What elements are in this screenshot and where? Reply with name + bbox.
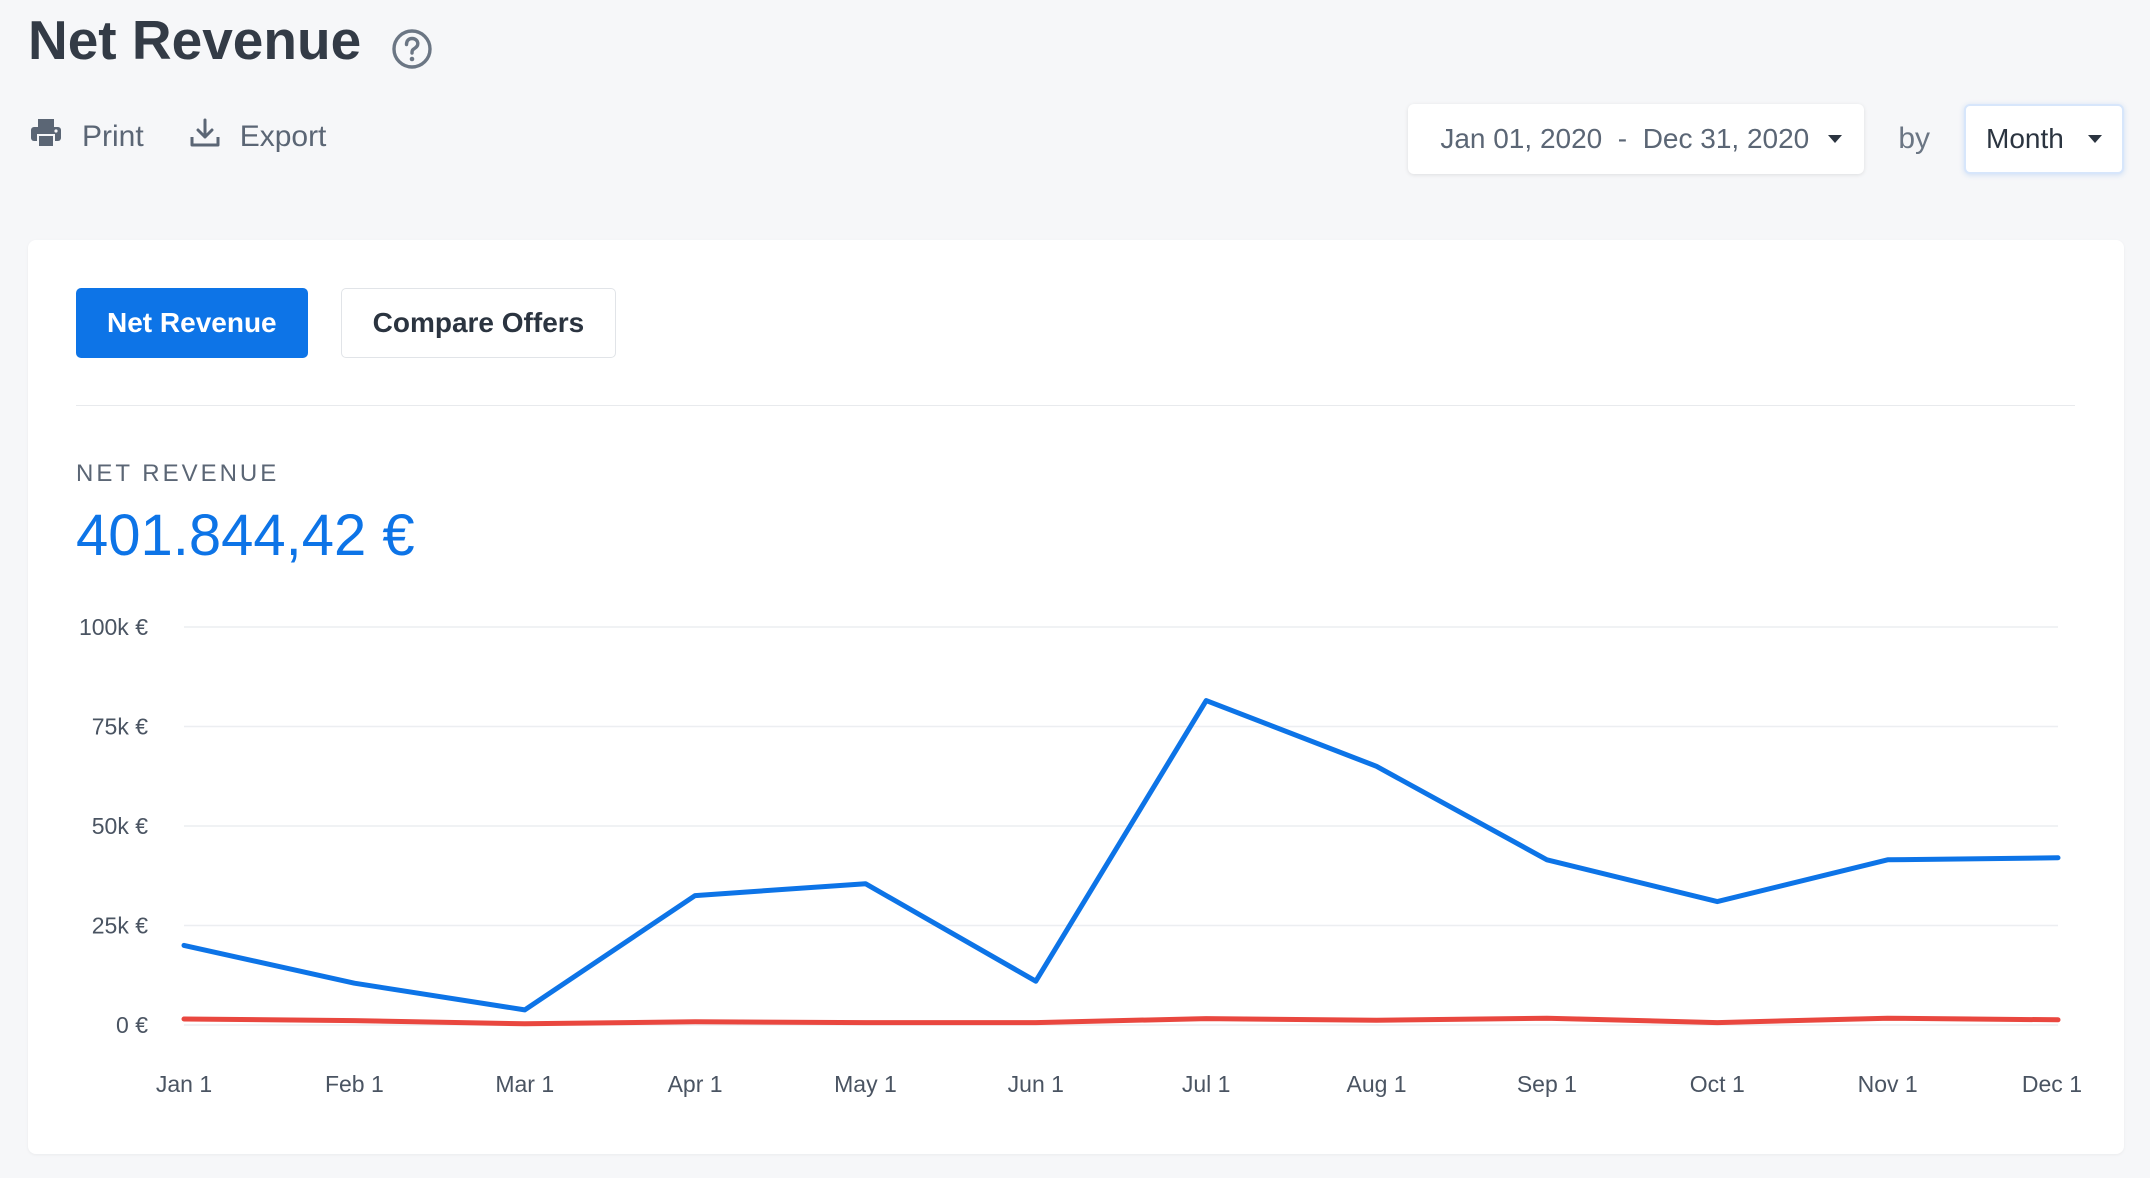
series-line-red bbox=[181, 1015, 2061, 1027]
export-label: Export bbox=[239, 120, 327, 153]
y-tick-label: 25k € bbox=[92, 913, 148, 939]
question-circle-icon[interactable] bbox=[391, 19, 433, 69]
metric-label: NET REVENUE bbox=[76, 460, 280, 487]
x-tick-label: Jul 1 bbox=[1182, 1071, 1231, 1097]
x-tick-label: Jan 1 bbox=[156, 1071, 212, 1097]
export-button[interactable]: Export bbox=[190, 118, 327, 156]
tab-bar: Net Revenue Compare Offers bbox=[76, 288, 617, 358]
y-tick-label: 50k € bbox=[92, 813, 148, 839]
toolbar-actions: Print Export bbox=[30, 118, 372, 156]
date-range-text: Jan 01, 2020 - Dec 31, 2020 bbox=[1440, 123, 1809, 155]
printer-icon bbox=[30, 118, 82, 156]
x-tick-label: Jun 1 bbox=[1008, 1071, 1064, 1097]
period-dropdown[interactable]: Month bbox=[1964, 104, 2124, 174]
x-tick-label: Aug 1 bbox=[1346, 1071, 1406, 1097]
print-label: Print bbox=[82, 120, 144, 153]
y-tick-label: 0 € bbox=[116, 1012, 148, 1038]
download-icon bbox=[190, 118, 240, 156]
x-tick-label: Nov 1 bbox=[1858, 1071, 1918, 1097]
page-title: Net Revenue bbox=[28, 8, 433, 72]
tab-net-revenue[interactable]: Net Revenue bbox=[76, 288, 308, 358]
x-tick-label: Apr 1 bbox=[668, 1071, 723, 1097]
revenue-card: Net Revenue Compare Offers NET REVENUE 4… bbox=[28, 240, 2124, 1154]
x-tick-label: Sep 1 bbox=[1517, 1071, 1577, 1097]
by-label: by bbox=[1898, 122, 1930, 155]
date-range-dropdown[interactable]: Jan 01, 2020 - Dec 31, 2020 bbox=[1408, 104, 1865, 174]
date-range-end: Dec 31, 2020 bbox=[1642, 123, 1810, 154]
y-tick-label: 100k € bbox=[79, 614, 148, 640]
series-line-blue bbox=[181, 698, 2061, 1013]
date-range-separator: - bbox=[1617, 123, 1628, 154]
date-range-start: Jan 01, 2020 bbox=[1440, 123, 1603, 154]
x-tick-label: Feb 1 bbox=[325, 1071, 384, 1097]
x-tick-label: Dec 1 bbox=[2022, 1071, 2082, 1097]
report-controls: Jan 01, 2020 - Dec 31, 2020 by Month bbox=[1408, 104, 2124, 174]
metric-value: 401.844,42 € bbox=[76, 503, 415, 568]
divider bbox=[76, 405, 2075, 406]
print-button[interactable]: Print bbox=[30, 118, 144, 156]
tab-compare-offers[interactable]: Compare Offers bbox=[340, 288, 617, 358]
x-tick-label: Oct 1 bbox=[1690, 1071, 1745, 1097]
page-title-text: Net Revenue bbox=[28, 9, 362, 71]
x-tick-label: Mar 1 bbox=[495, 1071, 554, 1097]
caret-down-icon bbox=[2088, 135, 2102, 143]
period-value: Month bbox=[1986, 123, 2064, 154]
net-revenue-chart: 0 € 25k € 50k € 75k € 100k € Jan 1 Feb 1 Mar 1 A… bbox=[79, 614, 2082, 1097]
y-tick-label: 75k € bbox=[92, 714, 148, 740]
caret-down-icon bbox=[1828, 135, 1843, 143]
x-tick-label: May 1 bbox=[834, 1071, 897, 1097]
